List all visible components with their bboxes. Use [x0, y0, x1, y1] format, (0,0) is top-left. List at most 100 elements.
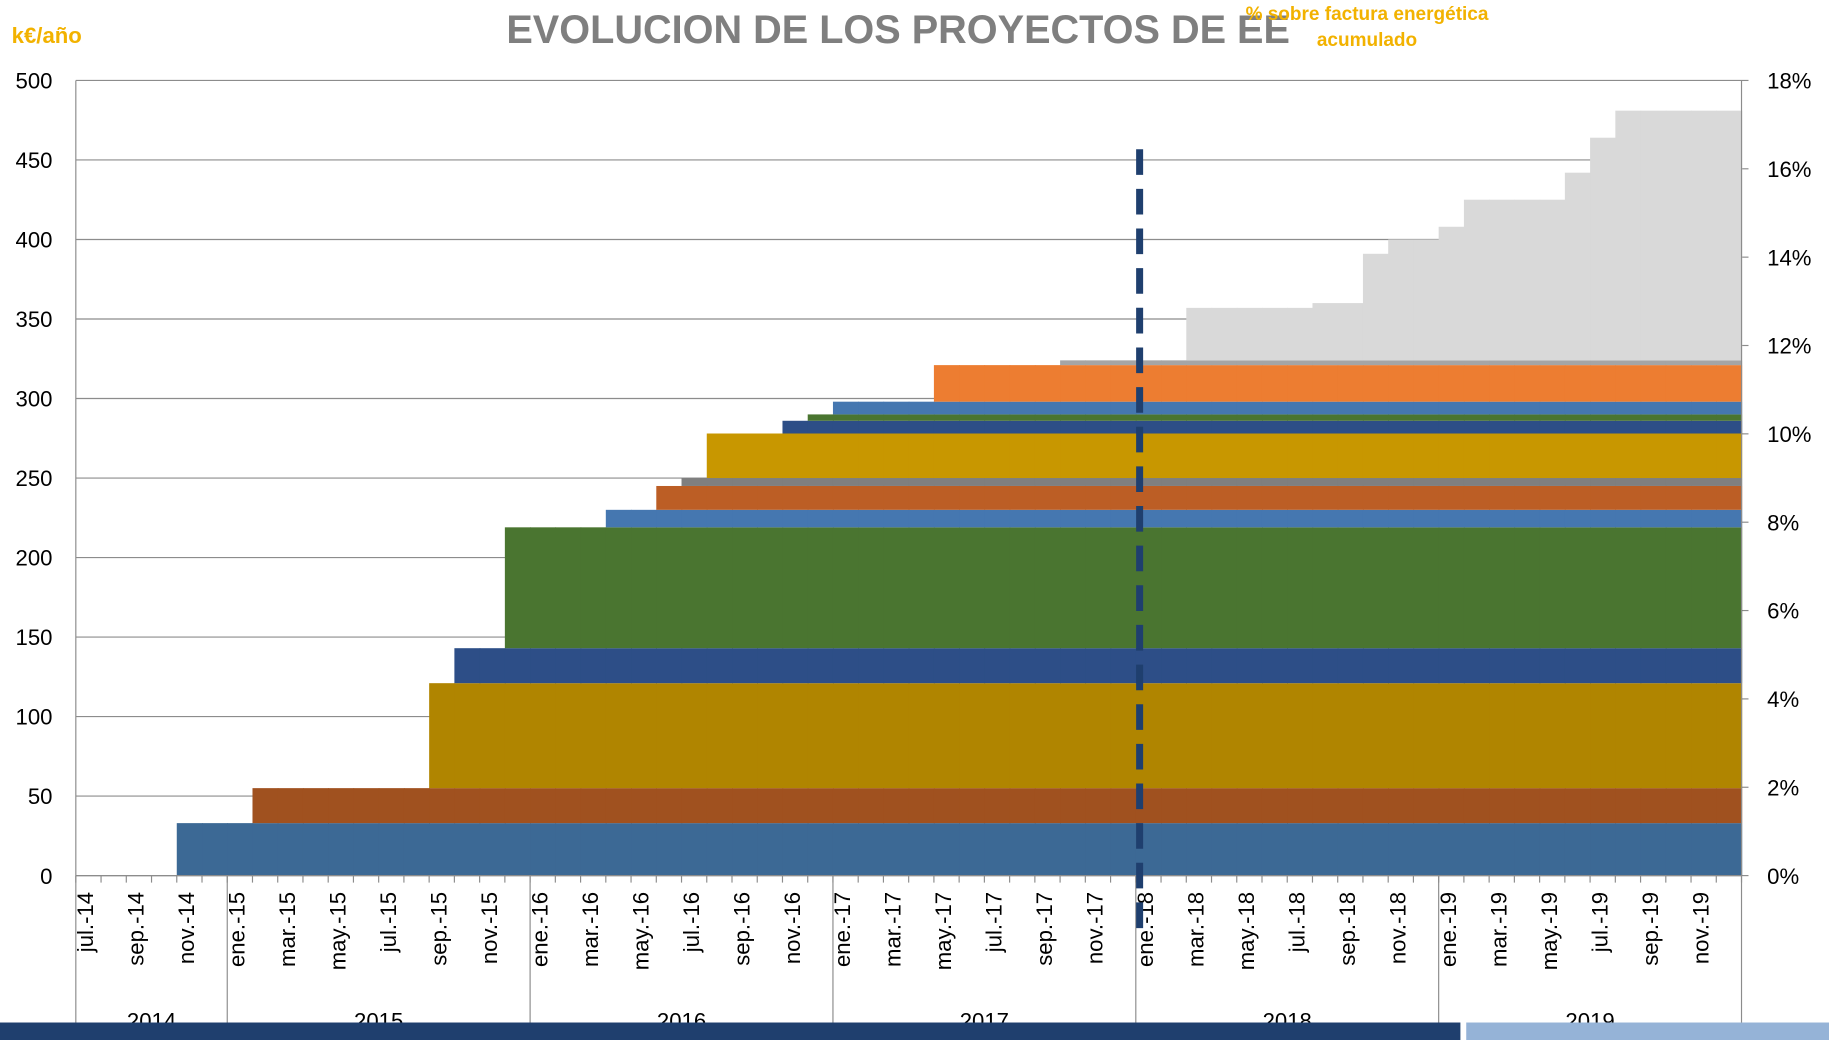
area-segment [1463, 788, 1490, 824]
area-segment [1161, 683, 1187, 789]
area-segment [1539, 485, 1566, 510]
area-segment [1034, 648, 1061, 684]
area-segment [1438, 683, 1465, 789]
x-tick-label: jul.-19 [1587, 892, 1612, 953]
area-segment [1413, 433, 1440, 479]
area-segment [580, 683, 607, 789]
area-segment [883, 823, 910, 876]
y2-tick-label: 2% [1767, 775, 1799, 800]
area-segment [959, 433, 986, 479]
area-segment [1211, 478, 1238, 486]
area-segment [1034, 365, 1061, 402]
area-segment [1413, 527, 1440, 649]
area-segment [1236, 414, 1263, 421]
x-tick-label: mar.-19 [1486, 892, 1511, 967]
area-segment [1665, 433, 1692, 479]
area-segment [631, 788, 657, 824]
area-segment [858, 648, 885, 684]
area-segment [580, 648, 607, 684]
y2-tick-label: 10% [1767, 422, 1811, 447]
area-segment [1009, 527, 1036, 649]
area-segment [1110, 527, 1137, 649]
x-tick-label: jul.-18 [1285, 892, 1310, 953]
area-segment [1161, 509, 1187, 528]
area-segment [1312, 648, 1339, 684]
area-segment [1236, 433, 1263, 479]
area-segment [1161, 420, 1187, 434]
area-segment [858, 401, 885, 415]
area-segment [1489, 788, 1516, 824]
area-segment [1337, 509, 1364, 528]
area-segment [1110, 648, 1137, 684]
area-segment [1388, 788, 1415, 824]
area-segment [782, 478, 809, 486]
area-segment [1489, 199, 1516, 361]
area-segment [1085, 414, 1112, 421]
area-segment [1009, 401, 1036, 415]
area-segment [227, 823, 254, 876]
area-segment [1615, 683, 1642, 789]
area-segment [1691, 788, 1717, 824]
area-segment [883, 478, 910, 486]
x-tick-label: may.-18 [1234, 892, 1259, 970]
area-segment [1590, 420, 1617, 434]
area-segment [1514, 401, 1541, 415]
area-segment [1060, 433, 1087, 479]
area-segment [504, 823, 531, 876]
area-segment [1463, 478, 1490, 486]
area-segment [1716, 683, 1743, 789]
area-segment [1413, 420, 1440, 434]
area-segment [1640, 360, 1667, 366]
x-tick-label: may.-15 [325, 892, 350, 970]
area-segment [1009, 478, 1036, 486]
x-tick-label: sep.-19 [1638, 892, 1663, 966]
area-segment [1085, 485, 1112, 510]
area-segment [631, 648, 657, 684]
area-segment [1161, 401, 1187, 415]
area-segment [1211, 365, 1238, 402]
area-segment [706, 683, 733, 789]
area-segment [959, 420, 986, 434]
area-segment [1438, 648, 1465, 684]
area-segment [933, 420, 960, 434]
area-segment [1110, 433, 1137, 479]
area-segment [1161, 433, 1187, 479]
area-segment [1716, 648, 1743, 684]
area-segment [1514, 365, 1541, 402]
area-segment [1186, 433, 1213, 479]
area-segment [1590, 360, 1617, 366]
area-segment [530, 648, 557, 684]
area-segment [807, 509, 834, 528]
area-segment [984, 401, 1011, 415]
area-segment [1362, 788, 1389, 824]
area-segment [429, 788, 456, 824]
area-segment [1514, 509, 1541, 528]
area-segment [1110, 360, 1137, 366]
area-segment [681, 648, 708, 684]
area-segment [1463, 360, 1490, 366]
area-segment [1211, 401, 1238, 415]
area-segment [1211, 485, 1238, 510]
area-segment [1413, 239, 1440, 361]
area-segment [1362, 648, 1389, 684]
area-segment [1261, 360, 1288, 366]
area-segment [807, 648, 834, 684]
area-segment [605, 788, 632, 824]
area-segment [757, 527, 784, 649]
area-segment [959, 648, 986, 684]
area-segment [1211, 433, 1238, 479]
area-segment [1564, 414, 1591, 421]
area-segment [757, 683, 784, 789]
area-segment [1236, 788, 1263, 824]
area-segment [807, 823, 834, 876]
area-segment [1287, 420, 1314, 434]
y2-tick-label: 8% [1767, 510, 1799, 535]
area-segment [631, 823, 657, 876]
area-segment [732, 485, 758, 510]
y2-tick-label: 16% [1767, 157, 1811, 182]
area-segment [1413, 823, 1440, 876]
area-segment [959, 823, 986, 876]
area-segment [832, 478, 859, 486]
area-segment [656, 485, 683, 510]
area-segment [328, 823, 355, 876]
